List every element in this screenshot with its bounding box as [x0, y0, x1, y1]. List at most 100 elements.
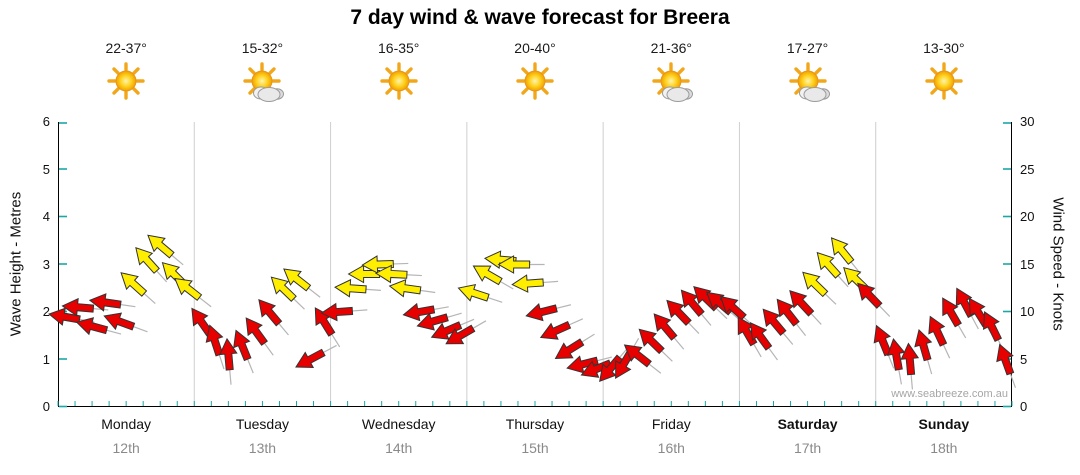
day-date: 12th	[112, 440, 140, 456]
arrow-glyph	[914, 328, 933, 362]
weather-icon-wrap	[331, 61, 467, 112]
arrow-glyph	[749, 322, 773, 351]
arrow-glyph	[942, 297, 962, 328]
arrow-glyph	[174, 277, 203, 301]
wind-arrow	[497, 255, 545, 274]
day-name: Monday	[101, 416, 152, 432]
arrow-glyph	[719, 295, 747, 321]
arrow-glyph	[135, 247, 160, 274]
arrow-glyph	[103, 312, 136, 331]
day-name: Friday	[651, 416, 691, 432]
wind-arrow	[75, 317, 122, 336]
arrow-glyph	[402, 302, 436, 322]
arrow-glyph	[147, 234, 175, 259]
arrow-glyph	[886, 338, 906, 371]
arrow-glyph	[258, 298, 283, 327]
sun-icon	[925, 62, 963, 100]
sun-cloud-icon	[652, 62, 694, 102]
cloud	[798, 86, 830, 102]
day-date: 13th	[248, 440, 277, 456]
y-tick-label: 0	[42, 399, 50, 414]
day-name: Sunday	[918, 416, 970, 432]
arrow-glyph	[245, 317, 268, 346]
wind-arrow	[942, 297, 967, 339]
day-header: 15-32°	[194, 40, 330, 112]
wind-arrow	[554, 333, 595, 360]
arrow-glyph	[283, 268, 312, 292]
wind-arrow	[525, 303, 572, 322]
sun-icon	[107, 62, 145, 100]
wind-arrow	[233, 329, 254, 374]
weather-icon-wrap	[603, 61, 739, 112]
arrow-glyph	[361, 255, 394, 274]
wind-arrow	[361, 255, 409, 274]
temp-range: 17-27°	[786, 40, 829, 56]
arrow-glyph	[497, 255, 531, 274]
arrow-glyph	[928, 315, 948, 347]
arrow-glyph	[88, 293, 122, 312]
temp-range: 15-32°	[241, 40, 284, 56]
y-tick-label: 30	[1020, 114, 1035, 129]
y-tick-label: 10	[1020, 304, 1035, 319]
day-date: 14th	[385, 440, 413, 456]
cloud	[662, 86, 694, 102]
arrow-glyph	[653, 313, 678, 341]
temp-range: 16-35°	[378, 40, 420, 56]
weather-icon-wrap	[876, 61, 1012, 112]
arrow-glyph	[388, 278, 422, 298]
wind-arrow	[857, 282, 891, 317]
wind-arrow	[511, 274, 559, 293]
wind-arrow	[457, 283, 503, 303]
day-name: Tuesday	[235, 416, 290, 432]
day-header: 21-36°	[603, 40, 739, 112]
chart-title: 7 day wind & wave forecast for Breera	[350, 6, 730, 29]
wind-arrow	[653, 313, 685, 350]
cloud	[253, 86, 285, 102]
arrow-glyph	[374, 264, 408, 284]
wind-arrow	[996, 343, 1017, 388]
wind-arrow	[472, 265, 514, 290]
arrow-glyph	[638, 328, 665, 355]
y-tick-label: 2	[42, 304, 50, 319]
x-axis-day: Thursday 15th	[467, 416, 603, 456]
day-name: Thursday	[505, 416, 565, 432]
sun-icon	[516, 62, 554, 100]
arrow-glyph	[61, 297, 95, 317]
weather-icon-wrap	[467, 61, 603, 112]
x-axis-day: Monday 12th	[58, 416, 194, 456]
y-tick-label: 20	[1020, 209, 1035, 224]
wind-arrow	[88, 293, 136, 312]
arrow-glyph	[472, 265, 503, 286]
day-date: 15th	[521, 440, 549, 456]
x-axis-day: Wednesday 14th	[331, 416, 467, 456]
arrow-glyph	[680, 289, 705, 317]
wind-arrow	[762, 308, 794, 345]
y-tick-label: 3	[42, 256, 50, 272]
arrow-glyph	[789, 290, 815, 317]
y-tick-label: 6	[42, 114, 50, 129]
day-date: 17th	[793, 440, 822, 456]
y-tick-label: 4	[42, 209, 50, 224]
day-name: Saturday	[777, 416, 838, 432]
y-tick-label: 0	[1020, 399, 1028, 414]
arrow-glyph	[554, 338, 585, 360]
arrow-glyph	[996, 343, 1015, 376]
day-header: 16-35°	[331, 40, 467, 112]
arrow-glyph	[566, 355, 599, 374]
wind-arrow	[283, 268, 321, 298]
arrow-glyph	[120, 272, 148, 297]
wind-arrow	[900, 342, 920, 390]
wind-arrow	[914, 328, 933, 375]
wind-arrow	[638, 328, 673, 362]
day-header: 22-37°	[58, 40, 194, 112]
arrow-glyph	[270, 276, 297, 302]
arrow-glyph	[75, 317, 109, 336]
wind-arrow	[174, 277, 212, 308]
arrow-glyph	[457, 283, 490, 302]
wind-arrow	[416, 312, 462, 331]
wind-arrow	[258, 298, 289, 336]
arrow-glyph	[511, 274, 544, 293]
plot-area	[48, 122, 1017, 408]
arrow-glyph	[233, 329, 252, 362]
